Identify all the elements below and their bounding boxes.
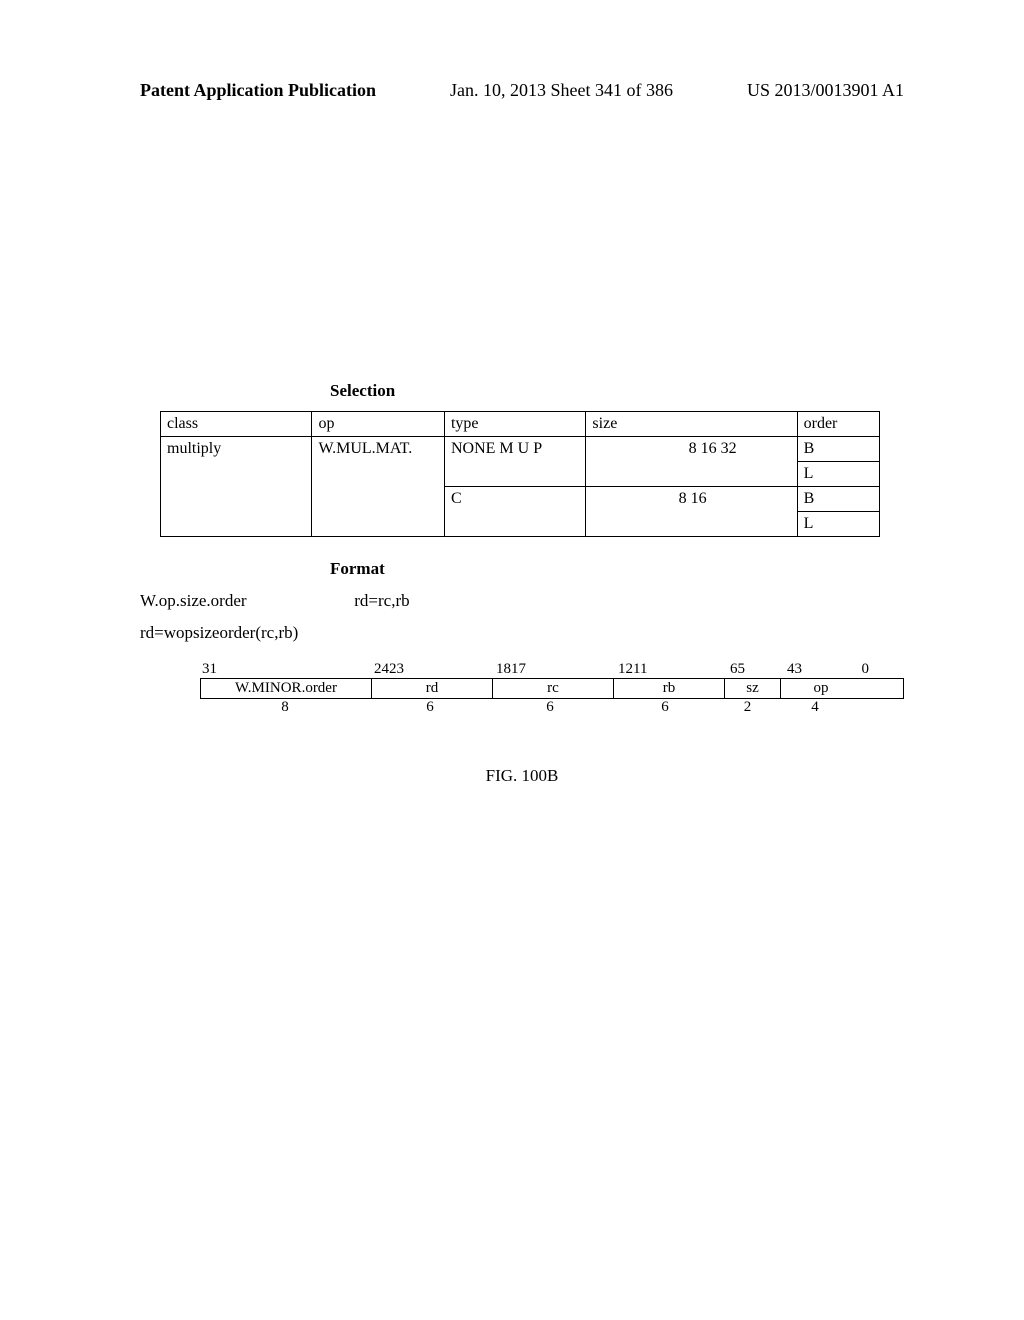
field: rc [493,679,614,698]
bitpos: 65 [728,661,785,678]
field: sz [725,679,781,698]
col-class: class [161,412,312,437]
cell-class: multiply [161,437,312,537]
bitwidth: 6 [610,699,720,716]
cell-size: 8 16 [586,487,797,537]
format-lhs: W.op.size.order [140,591,350,611]
cell-order: L [797,512,879,537]
col-type: type [444,412,585,437]
col-size: size [586,412,797,437]
table-header-row: class op type size order [161,412,880,437]
header-left: Patent Application Publication [140,80,376,101]
bitpos: 31 [200,661,372,678]
field: W.MINOR.order [201,679,372,698]
bitpos: 43 [785,661,837,678]
bitwidth: 8 [200,699,370,716]
bit-widths: 8 6 6 6 2 4 [200,699,904,716]
page-header: Patent Application Publication Jan. 10, … [140,80,904,101]
cell-type: C [444,487,585,537]
cell-order: B [797,487,879,512]
bitwidth: 2 [720,699,775,716]
cell-order: B [797,437,879,462]
bit-fields: W.MINOR.order rd rc rb sz op [200,678,904,699]
cell-type: NONE M U P [444,437,585,487]
bitwidth: 6 [490,699,610,716]
bitpos: 1211 [616,661,728,678]
bitpos: 0 [837,661,869,678]
bitwidth: 6 [370,699,490,716]
bitpos: 1817 [494,661,616,678]
cell-op: W.MUL.MAT. [312,437,445,537]
figure-caption: FIG. 100B [140,766,904,786]
col-op: op [312,412,445,437]
selection-table: class op type size order multiply W.MUL.… [160,411,880,537]
selection-title: Selection [330,381,904,401]
format-title: Format [330,559,904,579]
format-line-1: W.op.size.order rd=rc,rb [140,591,904,611]
bitpos: 2423 [372,661,494,678]
format-line-2: rd=wopsizeorder(rc,rb) [140,623,904,643]
bitfield-diagram: 31 2423 1817 1211 65 43 0 W.MINOR.order … [200,661,904,716]
cell-order: L [797,462,879,487]
field: rb [614,679,725,698]
type-text: NONE M U P [451,440,542,457]
cell-size: 8 16 32 [586,437,797,487]
bit-positions: 31 2423 1817 1211 65 43 0 [200,661,904,678]
header-mid: Jan. 10, 2013 Sheet 341 of 386 [450,80,673,101]
bitwidth: 4 [775,699,855,716]
header-right: US 2013/0013901 A1 [747,80,904,101]
table-row: multiply W.MUL.MAT. NONE M U P 8 16 32 B [161,437,880,462]
format-rhs: rd=rc,rb [354,591,409,610]
col-order: order [797,412,879,437]
field: op [781,679,861,698]
field: rd [372,679,493,698]
